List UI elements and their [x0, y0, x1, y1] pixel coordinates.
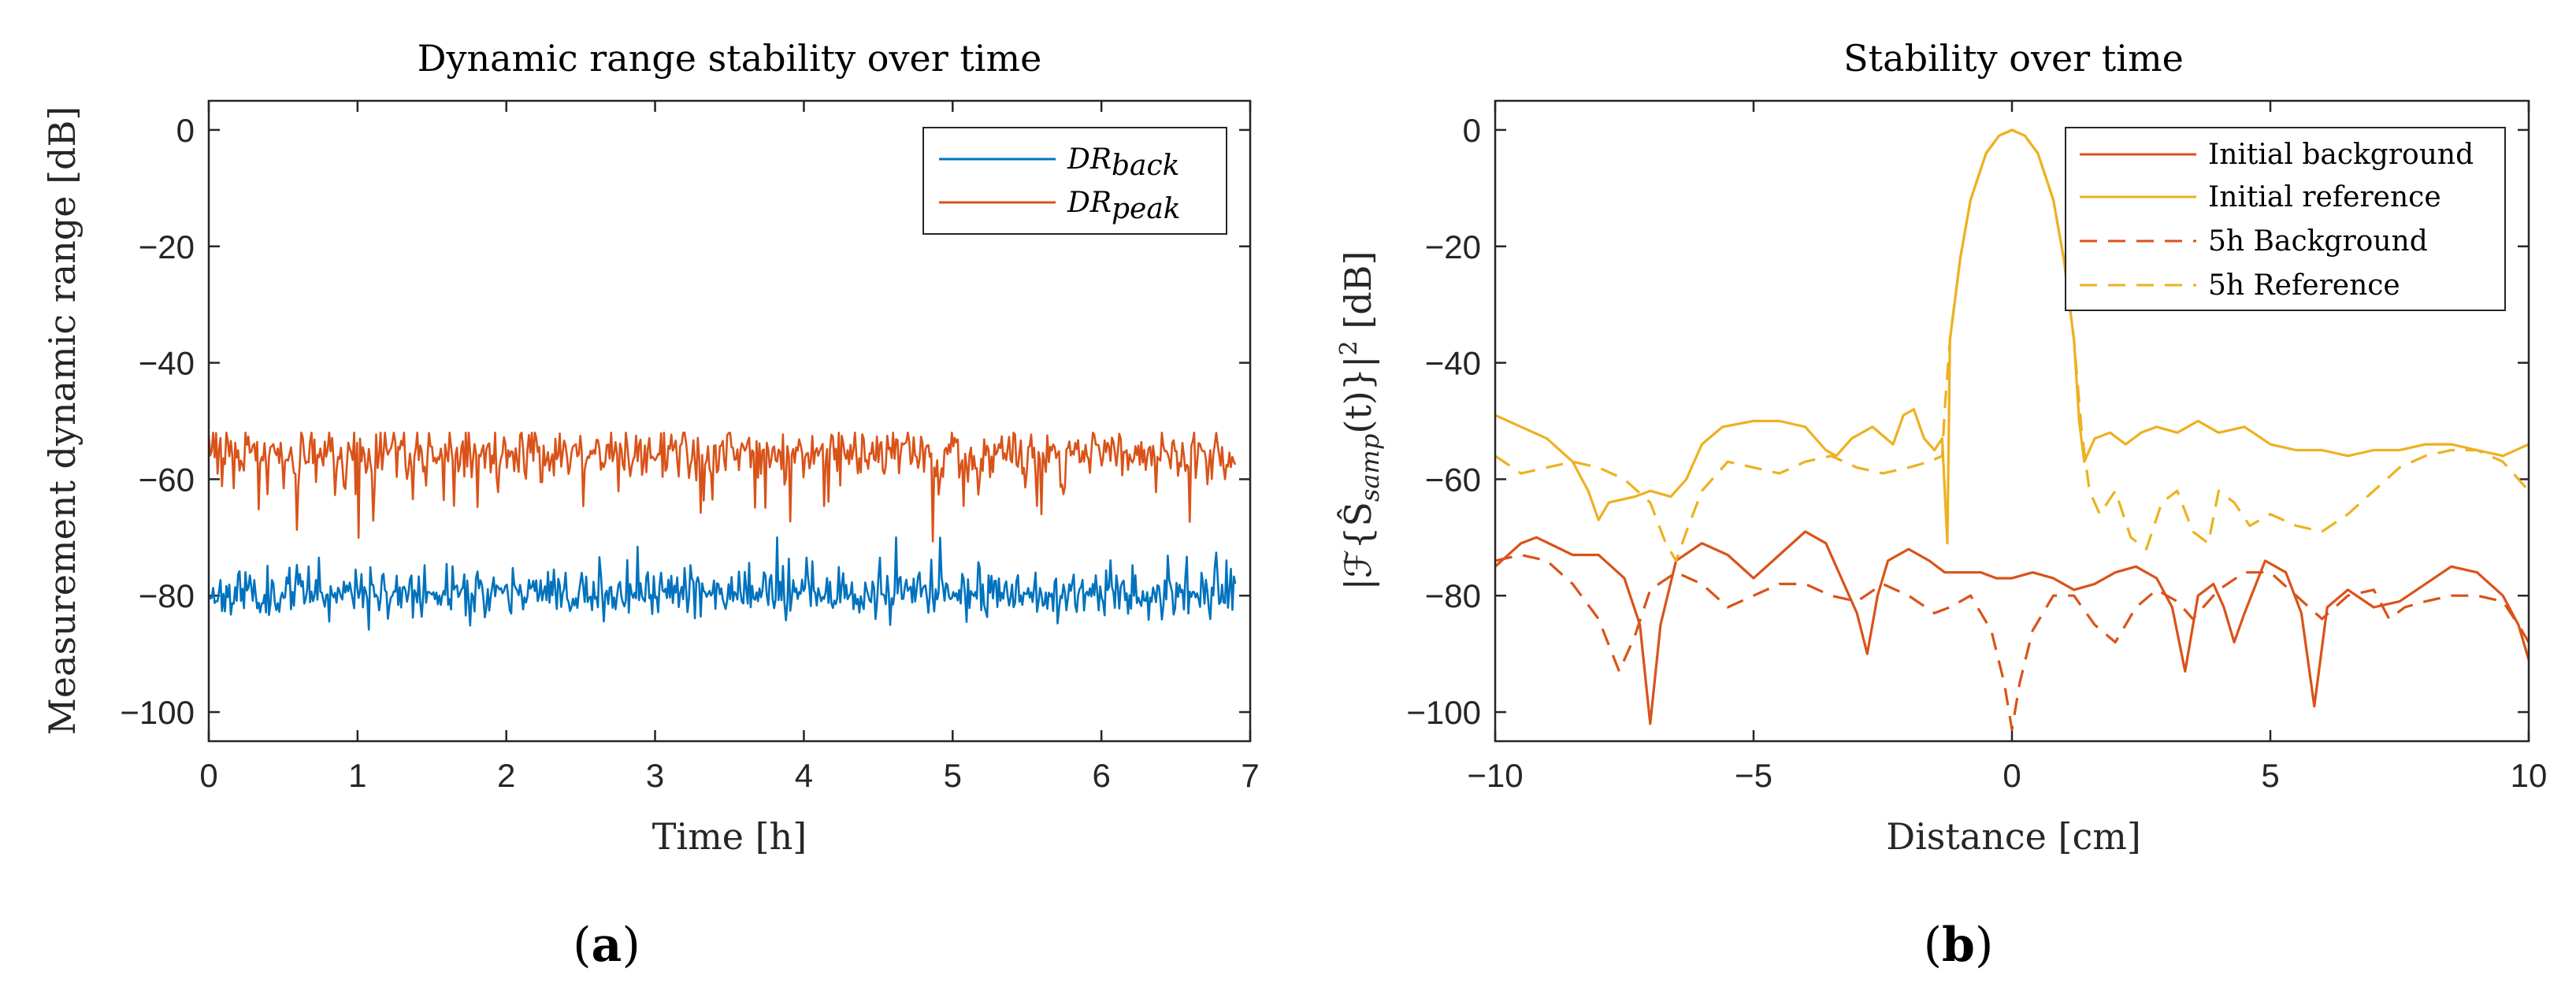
- legend-label-dr-back: DRback: [1067, 143, 1179, 182]
- series-line-5h-background: [1494, 553, 2530, 731]
- panel-a-title: Dynamic range stability over time: [418, 37, 1042, 80]
- y-tick-label: −60: [1425, 461, 1481, 498]
- series-line-dr-back: [207, 536, 1237, 631]
- panel-b-title: Stability over time: [1843, 37, 2184, 80]
- panel-b-x-label: Distance [cm]: [1886, 815, 2141, 858]
- x-tick-label: −5: [1735, 757, 1772, 794]
- y-tick-label: −40: [139, 345, 195, 382]
- panel-a-legend: DRback DRpeak: [922, 127, 1227, 235]
- x-tick-label: 10: [2511, 757, 2548, 794]
- x-tick-label: 0: [2003, 757, 2021, 794]
- legend-label-dr-peak: DRpeak: [1067, 187, 1181, 225]
- panel-b-series: [1494, 128, 2530, 731]
- series-line-initial-background: [1494, 530, 2530, 725]
- y-tick-label: −80: [139, 577, 195, 614]
- y-tick-label: −40: [1425, 345, 1481, 382]
- legend-label-5h-reference: 5h Reference: [2208, 269, 2400, 302]
- x-tick-label: 7: [1241, 757, 1259, 794]
- panel-b-y-label: |ℱ{Ŝsamp(t)}|2 [dB]: [1335, 251, 1385, 591]
- y-tick-label: −20: [1425, 228, 1481, 265]
- panel-a-y-label: Measurement dynamic range [dB]: [41, 106, 84, 735]
- panel-b-subfigure-label: (b): [1924, 918, 1994, 973]
- x-tick-label: 5: [944, 757, 962, 794]
- x-tick-label: 2: [497, 757, 515, 794]
- x-tick-label: 6: [1092, 757, 1110, 794]
- y-tick-label: 0: [1463, 112, 1481, 149]
- panel-a-x-ticks: 0 1 2 3 4 5 6 7: [199, 101, 1260, 794]
- x-tick-label: 0: [199, 757, 217, 794]
- panel-a-legend-box: [922, 127, 1227, 235]
- panel-a-subfigure-label: (a): [573, 918, 640, 973]
- legend-label-initial-background: Initial background: [2208, 139, 2474, 171]
- panel-b-legend-box: [2065, 127, 2506, 311]
- y-tick-label: −20: [139, 228, 195, 265]
- series-line-dr-peak: [207, 432, 1237, 543]
- panel-a-axes-box: [207, 99, 1252, 743]
- panel-b: Stability over time 0−20−40−60−80−100 −1…: [1335, 37, 2547, 973]
- y-tick-label: −60: [139, 461, 195, 498]
- legend-label-initial-reference: Initial reference: [2208, 181, 2441, 213]
- panel-b-x-ticks: −10 −5 0 5 10: [1467, 101, 2547, 794]
- legend-label-5h-background: 5h Background: [2208, 225, 2428, 258]
- panel-a-y-ticks: 0 −20 −40 −60 −80 −100: [120, 112, 1250, 731]
- y-tick-label: 0: [176, 112, 195, 149]
- y-tick-label: −100: [120, 694, 195, 731]
- panel-b-legend: Initial background Initial reference 5h …: [2065, 127, 2506, 311]
- panel-b-axes-box: [1494, 99, 2530, 743]
- panel-a: Dynamic range stability over time 0 −20 −4…: [41, 37, 1260, 973]
- panel-a-series: [207, 432, 1237, 631]
- x-tick-label: 4: [795, 757, 813, 794]
- x-tick-label: −10: [1467, 757, 1523, 794]
- panel-a-x-label: Time [h]: [652, 815, 807, 858]
- y-tick-label: −80: [1425, 577, 1481, 614]
- x-tick-label: 3: [646, 757, 664, 794]
- x-tick-label: 1: [348, 757, 366, 794]
- x-tick-label: 5: [2261, 757, 2279, 794]
- y-tick-label: −100: [1406, 694, 1481, 731]
- panel-b-y-ticks: 0 −20 −40 −60 −80 −100: [1406, 112, 2529, 731]
